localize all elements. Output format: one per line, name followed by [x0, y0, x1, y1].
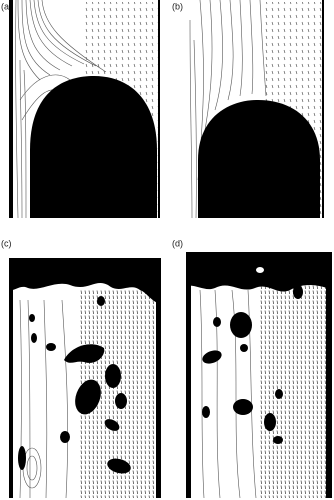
wall — [9, 0, 13, 218]
panel-label: (c) — [1, 238, 12, 248]
panel-d: (d) — [172, 238, 332, 499]
panel-b: (b) — [172, 0, 324, 219]
panel-label: (b) — [172, 1, 183, 11]
obstacle — [198, 100, 320, 218]
vector-field — [258, 285, 328, 498]
panel-label: (d) — [172, 238, 183, 248]
panel-c: (c) — [1, 238, 161, 499]
obstacle — [30, 76, 157, 218]
streamlines — [189, 0, 267, 219]
streamlines — [15, 0, 107, 219]
wall — [186, 255, 191, 498]
wall — [322, 0, 324, 218]
panel-a: (a) — [1, 0, 162, 219]
particles — [202, 267, 303, 444]
wall — [9, 260, 13, 498]
streamlines — [19, 299, 68, 499]
fluid-region — [9, 258, 161, 305]
wall — [156, 260, 161, 498]
wall — [326, 255, 332, 498]
particles — [18, 296, 131, 474]
panel-label: (a) — [1, 1, 12, 11]
wall — [158, 0, 160, 218]
